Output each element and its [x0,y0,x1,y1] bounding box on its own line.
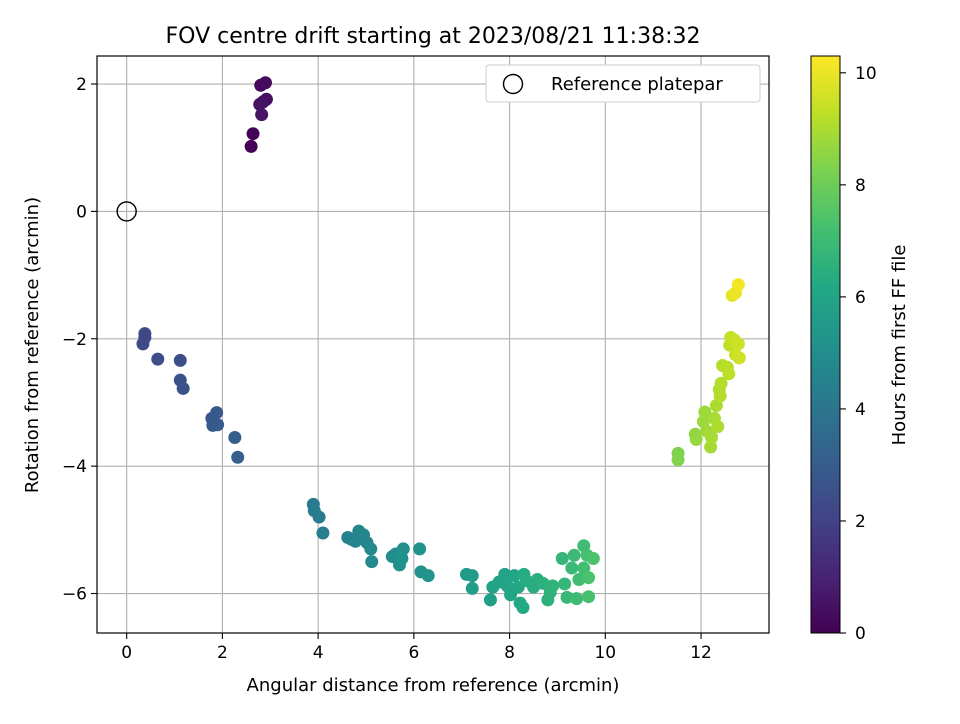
colorbar-tick-label: 4 [855,400,866,420]
data-point [211,418,225,432]
y-tick-label: 2 [76,75,87,95]
colorbar-ticks: 0 2 4 6 8 10 [840,64,877,644]
data-point [731,337,745,351]
data-point [714,376,728,390]
x-tick-label: 12 [690,643,712,663]
data-point [413,542,427,556]
data-point [722,367,736,381]
legend: Reference platepar [485,64,761,103]
data-point [558,577,572,591]
grid-lines [97,56,769,633]
data-point [465,581,479,595]
data-point [704,440,718,454]
y-tick-label: −4 [62,457,87,477]
y-axis-label: Rotation from reference (arcmin) [22,197,43,493]
data-point [258,76,272,90]
data-point [546,579,560,593]
data-point [689,432,703,446]
data-point [421,569,435,583]
colorbar-tick-label: 10 [855,64,877,84]
data-point [210,406,224,420]
colorbar-tick-label: 6 [855,288,866,308]
data-point [136,337,150,351]
y-tick-label: −6 [62,585,87,605]
x-axis-ticks: 0 2 4 6 8 10 12 [121,633,712,663]
x-tick-label: 0 [121,643,132,663]
data-point [255,108,269,122]
y-axis-ticks: −6 −4 −2 0 2 [62,75,97,605]
data-point [731,278,745,292]
colorbar-tick-label: 8 [855,176,866,196]
legend-marker-icon [502,73,524,95]
data-point [671,453,685,467]
data-points [116,76,746,615]
chart-title: FOV centre drift starting at 2023/08/21 … [166,24,701,49]
data-point [396,542,410,556]
data-point [365,555,379,569]
data-point [516,601,530,615]
data-point [231,450,245,464]
data-point [705,430,719,444]
data-point [498,567,512,581]
data-point [483,593,497,607]
x-tick-label: 4 [313,643,324,663]
data-point [582,571,596,585]
data-point [586,551,600,565]
data-point [244,139,258,153]
x-tick-label: 6 [408,643,419,663]
colorbar: 0 2 4 6 8 10 Hours from first FF file [810,55,910,644]
data-point [246,127,260,141]
data-point [713,389,727,403]
data-point [395,551,409,565]
data-point [732,351,746,365]
data-point [507,569,521,583]
data-point [228,430,242,444]
data-point [173,353,187,367]
x-axis-label: Angular distance from reference (arcmin) [247,675,620,696]
data-point [253,97,267,111]
colorbar-label: Hours from first FF file [889,245,910,446]
x-tick-label: 10 [594,643,616,663]
data-point [555,551,569,565]
data-point [565,561,579,575]
data-point [570,592,584,606]
legend-box [485,64,761,103]
data-point [364,542,378,556]
colorbar-gradient [810,55,841,634]
y-tick-label: 0 [76,202,87,222]
data-point [560,590,574,604]
y-tick-label: −2 [62,330,87,350]
colorbar-tick-label: 2 [855,512,866,532]
data-point [698,405,712,419]
data-point [312,510,326,524]
x-tick-label: 2 [217,643,228,663]
data-point [465,569,479,583]
colorbar-tick-label: 0 [855,624,866,644]
legend-label: Reference platepar [551,74,723,95]
x-tick-label: 8 [504,643,515,663]
data-point [176,381,190,395]
data-point [582,590,596,604]
reference-platepar-marker [116,201,137,222]
data-point [567,548,581,562]
data-point [316,526,330,540]
plot-frame [96,55,770,634]
data-point [711,420,725,434]
data-point [151,352,165,366]
